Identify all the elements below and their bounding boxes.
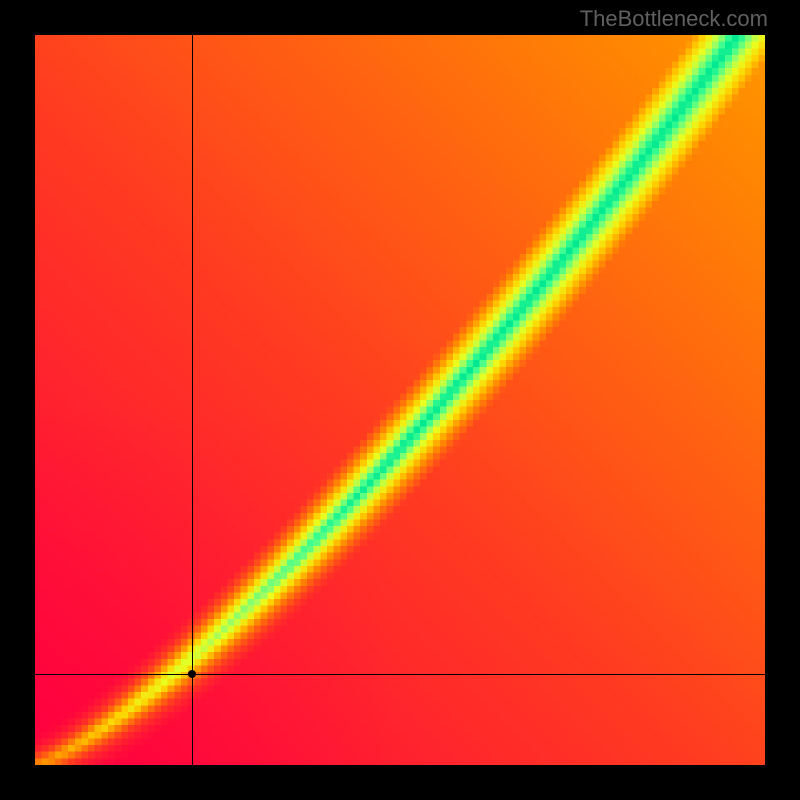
heatmap-canvas <box>35 35 765 765</box>
watermark-text: TheBottleneck.com <box>580 6 768 32</box>
crosshair-horizontal <box>35 674 765 675</box>
heatmap-plot <box>35 35 765 765</box>
crosshair-vertical <box>192 35 193 765</box>
marker-dot <box>188 670 196 678</box>
